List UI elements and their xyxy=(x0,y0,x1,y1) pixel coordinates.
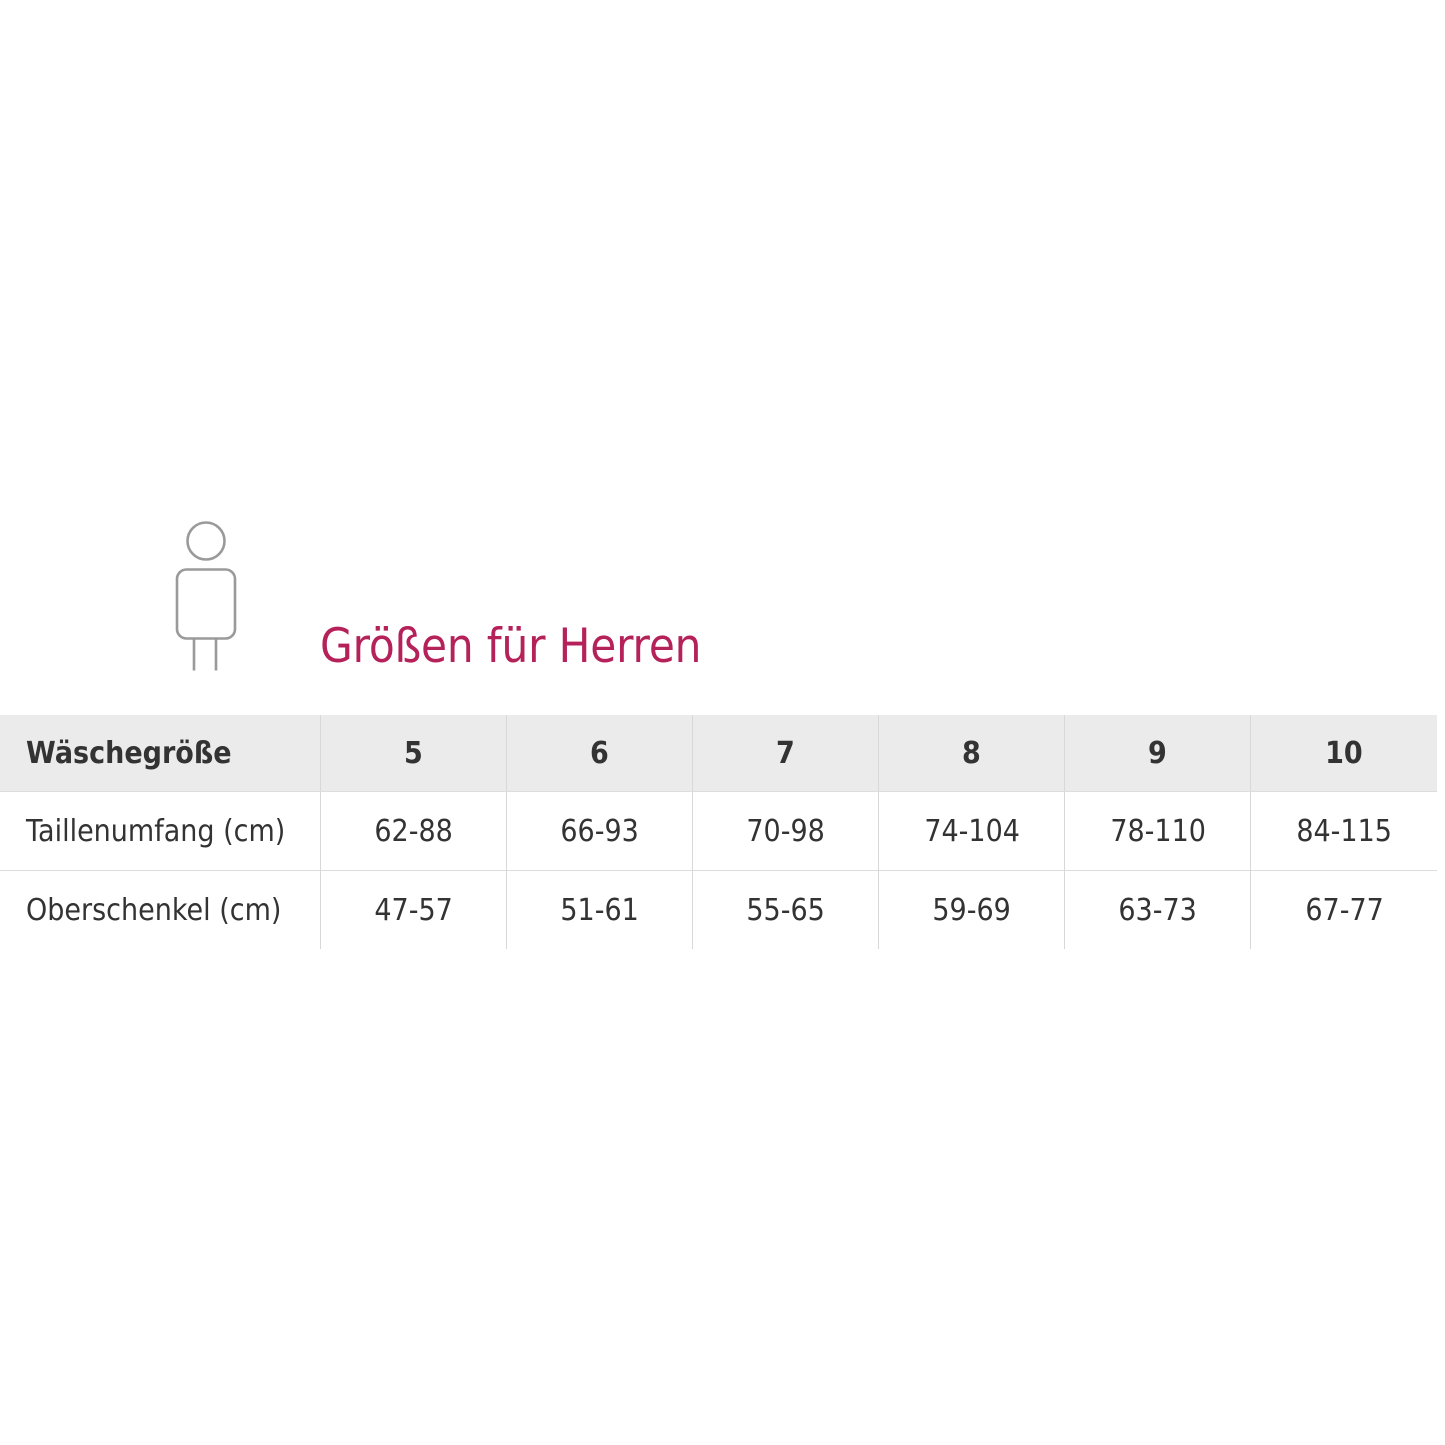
table-body: Taillenumfang (cm) 62-88 66-93 70-98 74-… xyxy=(0,791,1437,949)
table-header-row: Wäschegröße 5 6 7 8 9 10 xyxy=(0,715,1437,792)
cell-waist-size-5-text: 62-88 xyxy=(374,813,453,849)
cell-thigh-size-6: 51-61 xyxy=(506,870,693,949)
column-header-size-5: 5 xyxy=(320,715,507,792)
row-label-thigh-text: Oberschenkel (cm) xyxy=(26,892,282,928)
cell-waist-size-10: 84-115 xyxy=(1250,791,1437,871)
table-header: Wäschegröße 5 6 7 8 9 10 xyxy=(0,715,1437,792)
table-row: Taillenumfang (cm) 62-88 66-93 70-98 74-… xyxy=(0,791,1437,871)
cell-waist-size-9-text: 78-110 xyxy=(1109,813,1206,849)
column-header-size-6: 6 xyxy=(506,715,693,792)
cell-thigh-size-5-text: 47-57 xyxy=(374,892,453,928)
size-chart-table: Wäschegröße 5 6 7 8 9 10 xyxy=(0,715,1437,949)
cell-waist-size-10-text: 84-115 xyxy=(1296,813,1392,849)
cell-thigh-size-8: 59-69 xyxy=(878,870,1066,949)
cell-waist-size-6: 66-93 xyxy=(506,791,693,871)
column-header-label-text: Wäschegröße xyxy=(26,735,232,771)
cell-waist-size-8-text: 74-104 xyxy=(923,813,1020,849)
cell-thigh-size-9: 63-73 xyxy=(1064,870,1252,949)
column-header-size-6-text: 6 xyxy=(590,735,609,771)
cell-thigh-size-9-text: 63-73 xyxy=(1118,892,1198,928)
cell-thigh-size-8-text: 59-69 xyxy=(932,892,1011,928)
cell-thigh-size-10: 67-77 xyxy=(1250,870,1437,949)
cell-thigh-size-10-text: 67-77 xyxy=(1304,892,1384,928)
column-header-size-9-text: 9 xyxy=(1148,735,1168,771)
cell-waist-size-6-text: 66-93 xyxy=(560,813,639,849)
row-label-waist-text: Taillenumfang (cm) xyxy=(26,813,286,849)
cell-waist-size-7: 70-98 xyxy=(692,791,880,871)
column-header-size-10-text: 10 xyxy=(1325,735,1363,771)
cell-waist-size-5: 62-88 xyxy=(320,791,507,871)
column-header-size-7-text: 7 xyxy=(776,735,795,771)
column-header-label: Wäschegröße xyxy=(0,715,321,792)
column-header-size-5-text: 5 xyxy=(403,735,423,771)
cell-thigh-size-7: 55-65 xyxy=(692,870,880,949)
cell-thigh-size-5: 47-57 xyxy=(320,870,507,949)
row-label-waist: Taillenumfang (cm) xyxy=(0,791,321,871)
cell-waist-size-8: 74-104 xyxy=(878,791,1066,871)
cell-waist-size-9: 78-110 xyxy=(1064,791,1252,871)
column-header-size-10: 10 xyxy=(1250,715,1437,792)
column-header-size-7: 7 xyxy=(692,715,880,792)
column-header-size-9: 9 xyxy=(1064,715,1252,792)
column-header-size-8-text: 8 xyxy=(962,735,982,771)
column-header-size-8: 8 xyxy=(878,715,1066,792)
size-chart-header: Größen für Herren xyxy=(0,505,1445,715)
cell-thigh-size-7-text: 55-65 xyxy=(746,892,825,928)
row-label-thigh: Oberschenkel (cm) xyxy=(0,870,321,949)
cell-waist-size-7-text: 70-98 xyxy=(746,813,825,849)
page-title: Größen für Herren xyxy=(320,619,702,674)
cell-thigh-size-6-text: 51-61 xyxy=(560,892,639,928)
person-outline-icon xyxy=(170,520,242,672)
table-row: Oberschenkel (cm) 47-57 51-61 55-65 59-6… xyxy=(0,870,1437,949)
